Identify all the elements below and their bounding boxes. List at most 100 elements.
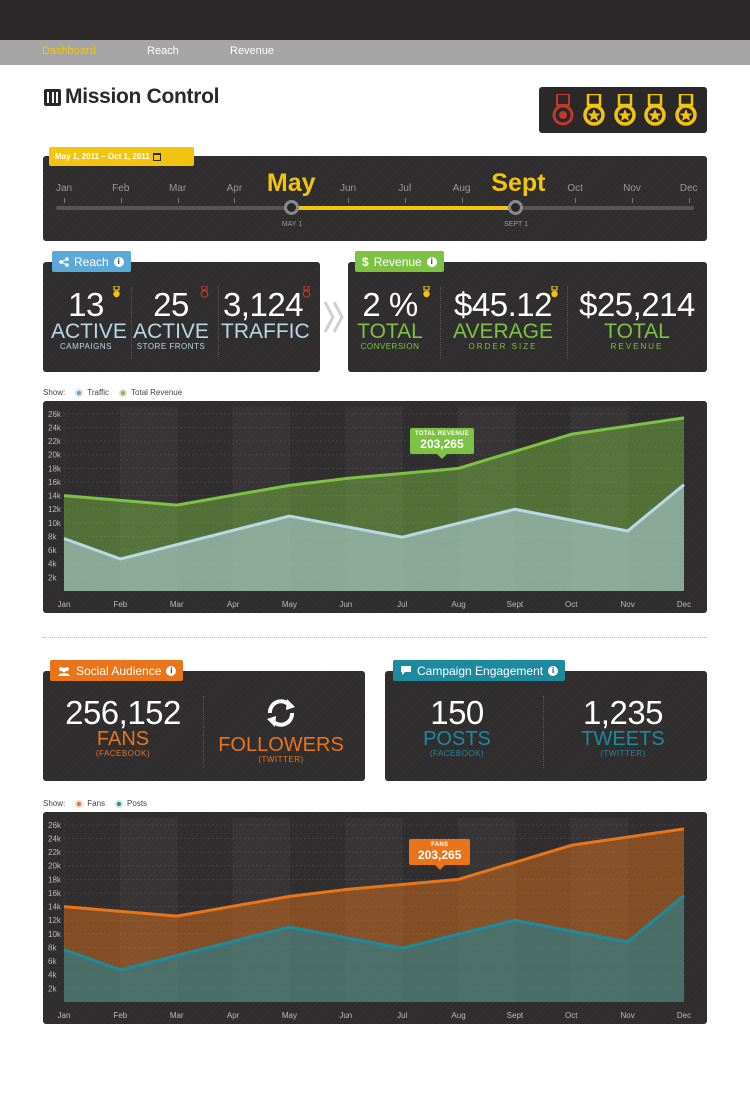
- callout-title: TOTAL REVENUE: [415, 431, 469, 437]
- traffic-revenue-chart: 2k 4k 6k 8k 10k 12k 14k 16k 18k 20k 22k 24k 26k Jan Fe…: [43, 401, 707, 613]
- x-tick-label: Nov: [621, 600, 635, 609]
- divider: [567, 287, 568, 359]
- timeline-tick: [348, 198, 349, 203]
- timeline-start-handle[interactable]: [284, 200, 299, 215]
- speech-bubble-icon: [401, 666, 411, 675]
- timeline-month-may[interactable]: May: [266, 169, 316, 197]
- timeline-month-apr[interactable]: Apr: [226, 183, 243, 194]
- timeline-month-jun[interactable]: Jun: [339, 183, 357, 194]
- timeline-month-oct[interactable]: Oct: [567, 183, 583, 194]
- y-tick-label: 22k: [48, 437, 62, 446]
- info-icon[interactable]: i: [113, 256, 124, 267]
- series-line-posts: [63, 894, 685, 972]
- stat-value: 1,235: [582, 694, 664, 731]
- section-divider: [43, 637, 707, 638]
- reach-tag[interactable]: Reach i: [52, 251, 131, 272]
- stat-posts: 150 POSTS (FACEBOOK): [387, 696, 527, 759]
- dollar-icon: $: [362, 254, 369, 269]
- campaign-engagement-tag-label: Campaign Engagement: [417, 663, 544, 678]
- x-tick-label: Mar: [170, 600, 184, 609]
- legend-traffic[interactable]: Traffic: [87, 388, 110, 397]
- timeline-month-feb[interactable]: Feb: [112, 183, 130, 194]
- nav-revenue[interactable]: Revenue: [230, 45, 275, 57]
- fans-posts-chart: 2k 4k 6k 8k 10k 12k 14k 16k 18k 20k 22k 24k 26k Jan Fe…: [43, 812, 707, 1024]
- revenue-tag[interactable]: $ Revenue i: [355, 251, 444, 272]
- y-tick-label: 26k: [48, 821, 62, 830]
- x-tick-label: Apr: [227, 1011, 240, 1020]
- y-tick-label: 26k: [48, 410, 62, 419]
- x-tick-label: Feb: [113, 600, 127, 609]
- y-tick-label: 18k: [48, 875, 62, 884]
- timeline-month-dec[interactable]: Dec: [679, 183, 698, 194]
- medal-icon-inactive: [200, 286, 209, 298]
- y-tick-label: 14k: [48, 492, 62, 501]
- total-revenue-toggle[interactable]: [119, 388, 128, 397]
- timeline-month-sept[interactable]: Sept: [491, 169, 546, 197]
- timeline-tick: [64, 198, 65, 203]
- x-tick-label: May: [282, 600, 297, 609]
- campaign-engagement-tag[interactable]: Campaign Engagement i: [393, 660, 566, 681]
- y-tick-label: 2k: [48, 984, 57, 993]
- timeline-month-jan[interactable]: Jan: [55, 183, 73, 194]
- total-revenue-callout: TOTAL REVENUE 203,265: [410, 428, 474, 459]
- stat-sublabel: CAMPAIGNS: [60, 342, 112, 352]
- legend-total-revenue[interactable]: Total Revenue: [131, 388, 183, 397]
- x-tick-label: Feb: [113, 1011, 127, 1020]
- social-audience-tag[interactable]: Social Audience i: [50, 660, 184, 681]
- x-tick-label: Aug: [451, 1011, 465, 1020]
- legend-fans[interactable]: Fans: [87, 799, 106, 808]
- date-range-picker[interactable]: May 1, 2011 – Oct 1, 2011: [49, 147, 194, 166]
- stat-label: FOLLOWERS: [218, 734, 344, 756]
- nav-reach[interactable]: Reach: [147, 45, 179, 57]
- series-area-traffic: [64, 484, 684, 591]
- stat-value: 150: [430, 694, 484, 731]
- stat-sublabel: (TWITTER): [600, 749, 646, 758]
- timeline-tick: [461, 198, 463, 203]
- timeline-month-mar[interactable]: Mar: [168, 183, 187, 194]
- nav-bar: Dashboard Reach Revenue: [0, 40, 750, 65]
- divider: [203, 696, 204, 768]
- medal-icon-inactive: [302, 286, 311, 298]
- y-tick-label: 8k: [48, 943, 57, 952]
- y-tick-label: 14k: [48, 903, 62, 912]
- social-audience-panel: 256,152 FANS (FACEBOOK) FOLLOWERS (TWITT…: [43, 671, 365, 781]
- x-tick-label: Aug: [451, 600, 465, 609]
- traffic-toggle[interactable]: [75, 388, 84, 397]
- stat-followers: FOLLOWERS (TWITTER): [211, 696, 351, 765]
- stat-traffic: 3,124 TRAFFIC: [221, 288, 310, 343]
- calendar-icon[interactable]: [152, 152, 161, 161]
- info-icon[interactable]: i: [166, 665, 177, 676]
- info-icon[interactable]: i: [426, 256, 437, 267]
- x-tick-label: Jun: [339, 1011, 352, 1020]
- info-icon[interactable]: i: [548, 665, 559, 676]
- posts-toggle[interactable]: [115, 799, 124, 808]
- y-tick-label: 22k: [48, 848, 62, 857]
- x-tick-label: Dec: [677, 1011, 691, 1020]
- timeline-month-nov[interactable]: Nov: [623, 183, 641, 194]
- start-date-label: MAY 1: [281, 221, 303, 228]
- legend-posts[interactable]: Posts: [127, 799, 148, 808]
- stat-value: 2 %: [362, 286, 418, 323]
- revenue-tag-label: Revenue: [373, 254, 422, 269]
- medal-icon: [113, 286, 120, 298]
- page-header: Mission Control: [44, 85, 219, 109]
- show-label: Show:: [43, 388, 66, 397]
- y-tick-label: 4k: [48, 560, 57, 569]
- timeline-tick: [404, 198, 406, 203]
- stat-label: TRAFFIC: [221, 320, 310, 343]
- timeline-end-handle[interactable]: [508, 200, 523, 215]
- medals-panel: [539, 87, 707, 133]
- revenue-panel: 2 % TOTAL CONVERSION $45.12 AVERAGE ORDE…: [348, 262, 707, 372]
- series-area-posts: [64, 895, 684, 1002]
- fans-toggle[interactable]: [75, 799, 84, 808]
- fans-callout: FANS 203,265: [409, 839, 471, 870]
- nav-dashboard[interactable]: Dashboard: [42, 45, 96, 57]
- x-tick-label: Dec: [677, 600, 691, 609]
- timeline-month-jul[interactable]: Jul: [398, 183, 412, 194]
- stat-sublabel: ORDER SIZE: [468, 342, 538, 352]
- x-tick-label: Sept: [507, 1011, 524, 1020]
- timeline-month-aug[interactable]: Aug: [452, 183, 471, 194]
- stat-sublabel: STORE FRONTS: [136, 342, 206, 352]
- date-range-label: May 1, 2011 – Oct 1, 2011: [55, 152, 150, 161]
- stat-active-campaigns: 13 ACTIVE CAMPAIGNS: [51, 288, 127, 352]
